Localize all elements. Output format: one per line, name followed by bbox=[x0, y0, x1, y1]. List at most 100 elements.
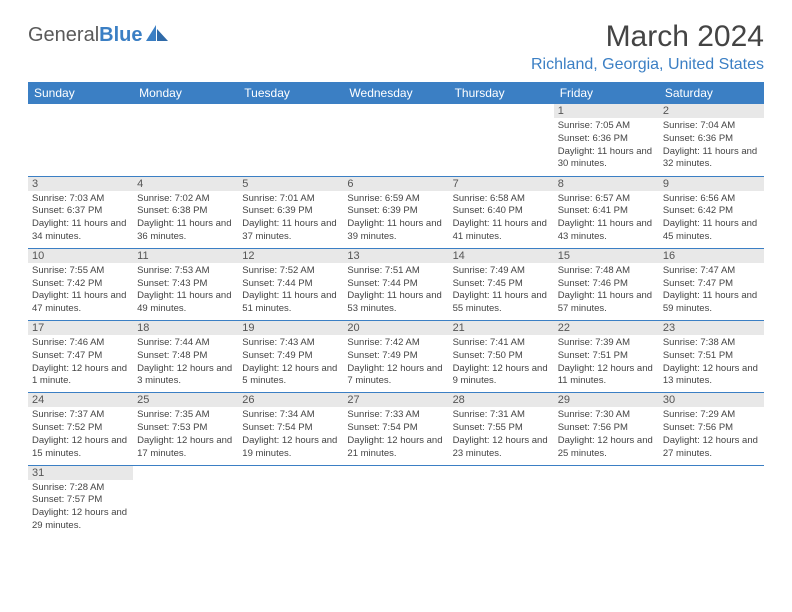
day-cell: 3 Sunrise: 7:03 AMSunset: 6:37 PMDaylight… bbox=[28, 176, 133, 248]
day-cell: 17Sunrise: 7:46 AMSunset: 7:47 PMDayligh… bbox=[28, 321, 133, 393]
logo-text-1: General bbox=[28, 24, 99, 47]
location: Richland, Georgia, United States bbox=[531, 56, 764, 74]
header: GeneralBlue March 2024 Richland, Georgia… bbox=[28, 20, 764, 74]
day-number: 9 bbox=[659, 177, 764, 191]
day-details: Sunrise: 7:43 AMSunset: 7:49 PMDaylight:… bbox=[242, 337, 339, 388]
day-cell: 26 Sunrise: 7:34 AMSunset: 7:54 PMDayligh… bbox=[238, 393, 343, 465]
empty-cell bbox=[449, 465, 554, 537]
day-cell: 9Sunrise: 6:56 AMSunset: 6:42 PMDaylight… bbox=[659, 176, 764, 248]
day-cell: 28Sunrise: 7:31 AMSunset: 7:55 PMDayligh… bbox=[449, 393, 554, 465]
weekday-header: Monday bbox=[133, 82, 238, 104]
month-title: March 2024 bbox=[531, 20, 764, 54]
empty-cell bbox=[133, 465, 238, 537]
day-cell: 1 Sunrise: 7:05 AMSunset: 6:36 PMDaylight… bbox=[554, 104, 659, 176]
day-number: 2 bbox=[659, 104, 764, 118]
day-cell: 7 Sunrise: 6:58 AMSunset: 6:40 PMDaylight… bbox=[449, 176, 554, 248]
weekday-header: Tuesday bbox=[238, 82, 343, 104]
empty-cell bbox=[343, 465, 448, 537]
day-number: 25 bbox=[133, 393, 238, 407]
day-number: 8 bbox=[554, 177, 659, 191]
day-number: 16 bbox=[659, 249, 764, 263]
day-details: Sunrise: 7:53 AMSunset: 7:43 PMDaylight:… bbox=[137, 265, 234, 316]
empty-cell bbox=[659, 465, 764, 537]
day-details: Sunrise: 7:34 AMSunset: 7:54 PMDaylight:… bbox=[242, 409, 339, 460]
day-details: Sunrise: 7:04 AMSunset: 6:36 PMDaylight:… bbox=[663, 120, 760, 171]
empty-cell bbox=[238, 104, 343, 176]
day-cell: 31 Sunrise: 7:28 AMSunset: 7:57 PMDayligh… bbox=[28, 465, 133, 537]
day-number: 6 bbox=[343, 177, 448, 191]
day-number: 17 bbox=[28, 321, 133, 335]
day-cell: 24 Sunrise: 7:37 AMSunset: 7:52 PMDayligh… bbox=[28, 393, 133, 465]
day-number: 24 bbox=[28, 393, 133, 407]
day-number: 7 bbox=[449, 177, 554, 191]
day-number: 27 bbox=[343, 393, 448, 407]
day-cell: 21 Sunrise: 7:41 AMSunset: 7:50 PMDayligh… bbox=[449, 321, 554, 393]
day-cell: 25 Sunrise: 7:35 AMSunset: 7:53 PMDayligh… bbox=[133, 393, 238, 465]
day-number: 23 bbox=[659, 321, 764, 335]
weekday-header: Sunday bbox=[28, 82, 133, 104]
day-details: Sunrise: 7:48 AMSunset: 7:46 PMDaylight:… bbox=[558, 265, 655, 316]
day-number: 31 bbox=[28, 466, 133, 480]
day-details: Sunrise: 7:29 AMSunset: 7:56 PMDaylight:… bbox=[663, 409, 760, 460]
day-details: Sunrise: 6:57 AMSunset: 6:41 PMDaylight:… bbox=[558, 193, 655, 244]
weekday-header-row: SundayMondayTuesdayWednesdayThursdayFrid… bbox=[28, 82, 764, 104]
day-details: Sunrise: 7:05 AMSunset: 6:36 PMDaylight:… bbox=[558, 120, 655, 171]
day-details: Sunrise: 7:01 AMSunset: 6:39 PMDaylight:… bbox=[242, 193, 339, 244]
day-number: 26 bbox=[238, 393, 343, 407]
title-block: March 2024 Richland, Georgia, United Sta… bbox=[531, 20, 764, 74]
day-number: 29 bbox=[554, 393, 659, 407]
day-details: Sunrise: 7:03 AMSunset: 6:37 PMDaylight:… bbox=[32, 193, 129, 244]
calendar-row: 1 Sunrise: 7:05 AMSunset: 6:36 PMDaylight… bbox=[28, 104, 764, 176]
day-cell: 13Sunrise: 7:51 AMSunset: 7:44 PMDayligh… bbox=[343, 248, 448, 320]
day-details: Sunrise: 7:49 AMSunset: 7:45 PMDaylight:… bbox=[453, 265, 550, 316]
day-cell: 2 Sunrise: 7:04 AMSunset: 6:36 PMDaylight… bbox=[659, 104, 764, 176]
calendar-row: 3 Sunrise: 7:03 AMSunset: 6:37 PMDaylight… bbox=[28, 176, 764, 248]
day-number: 15 bbox=[554, 249, 659, 263]
day-details: Sunrise: 7:33 AMSunset: 7:54 PMDaylight:… bbox=[347, 409, 444, 460]
day-details: Sunrise: 6:59 AMSunset: 6:39 PMDaylight:… bbox=[347, 193, 444, 244]
day-details: Sunrise: 7:42 AMSunset: 7:49 PMDaylight:… bbox=[347, 337, 444, 388]
empty-cell bbox=[238, 465, 343, 537]
day-details: Sunrise: 7:28 AMSunset: 7:57 PMDaylight:… bbox=[32, 482, 129, 533]
day-details: Sunrise: 7:52 AMSunset: 7:44 PMDaylight:… bbox=[242, 265, 339, 316]
weekday-header: Saturday bbox=[659, 82, 764, 104]
day-cell: 15 Sunrise: 7:48 AMSunset: 7:46 PMDayligh… bbox=[554, 248, 659, 320]
day-number: 3 bbox=[28, 177, 133, 191]
day-number: 11 bbox=[133, 249, 238, 263]
day-number: 18 bbox=[133, 321, 238, 335]
day-number: 13 bbox=[343, 249, 448, 263]
weekday-header: Wednesday bbox=[343, 82, 448, 104]
day-cell: 22 Sunrise: 7:39 AMSunset: 7:51 PMDayligh… bbox=[554, 321, 659, 393]
empty-cell bbox=[449, 104, 554, 176]
day-details: Sunrise: 7:37 AMSunset: 7:52 PMDaylight:… bbox=[32, 409, 129, 460]
day-number: 22 bbox=[554, 321, 659, 335]
calendar-table: SundayMondayTuesdayWednesdayThursdayFrid… bbox=[28, 82, 764, 537]
day-details: Sunrise: 7:35 AMSunset: 7:53 PMDaylight:… bbox=[137, 409, 234, 460]
day-details: Sunrise: 7:41 AMSunset: 7:50 PMDaylight:… bbox=[453, 337, 550, 388]
day-cell: 27 Sunrise: 7:33 AMSunset: 7:54 PMDayligh… bbox=[343, 393, 448, 465]
day-cell: 16 Sunrise: 7:47 AMSunset: 7:47 PMDayligh… bbox=[659, 248, 764, 320]
day-details: Sunrise: 7:47 AMSunset: 7:47 PMDaylight:… bbox=[663, 265, 760, 316]
empty-cell bbox=[28, 104, 133, 176]
day-details: Sunrise: 7:02 AMSunset: 6:38 PMDaylight:… bbox=[137, 193, 234, 244]
day-cell: 10Sunrise: 7:55 AMSunset: 7:42 PMDayligh… bbox=[28, 248, 133, 320]
day-details: Sunrise: 7:55 AMSunset: 7:42 PMDaylight:… bbox=[32, 265, 129, 316]
day-number: 21 bbox=[449, 321, 554, 335]
day-number: 12 bbox=[238, 249, 343, 263]
day-number: 20 bbox=[343, 321, 448, 335]
calendar-page: GeneralBlue March 2024 Richland, Georgia… bbox=[0, 0, 792, 557]
empty-cell bbox=[133, 104, 238, 176]
day-cell: 14 Sunrise: 7:49 AMSunset: 7:45 PMDayligh… bbox=[449, 248, 554, 320]
day-cell: 23Sunrise: 7:38 AMSunset: 7:51 PMDayligh… bbox=[659, 321, 764, 393]
day-cell: 18 Sunrise: 7:44 AMSunset: 7:48 PMDayligh… bbox=[133, 321, 238, 393]
day-details: Sunrise: 7:39 AMSunset: 7:51 PMDaylight:… bbox=[558, 337, 655, 388]
day-number: 1 bbox=[554, 104, 659, 118]
day-cell: 8 Sunrise: 6:57 AMSunset: 6:41 PMDaylight… bbox=[554, 176, 659, 248]
day-cell: 20 Sunrise: 7:42 AMSunset: 7:49 PMDayligh… bbox=[343, 321, 448, 393]
weekday-header: Thursday bbox=[449, 82, 554, 104]
day-details: Sunrise: 7:44 AMSunset: 7:48 PMDaylight:… bbox=[137, 337, 234, 388]
day-details: Sunrise: 6:58 AMSunset: 6:40 PMDaylight:… bbox=[453, 193, 550, 244]
empty-cell bbox=[554, 465, 659, 537]
day-number: 14 bbox=[449, 249, 554, 263]
calendar-body: 1 Sunrise: 7:05 AMSunset: 6:36 PMDaylight… bbox=[28, 104, 764, 537]
